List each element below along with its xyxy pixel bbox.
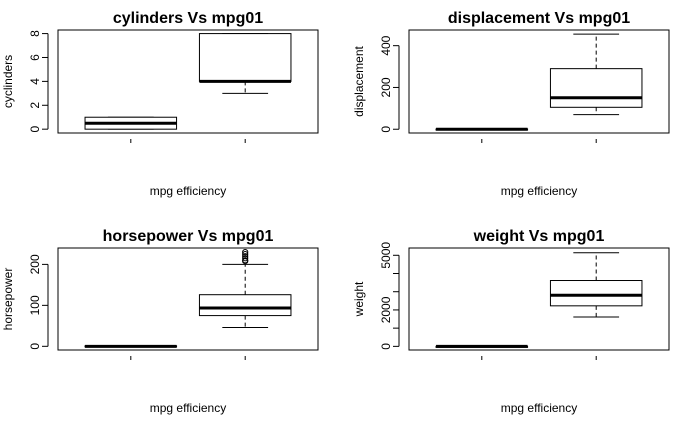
y-tick-label: 0 <box>28 343 42 350</box>
iqr-box <box>198 33 292 82</box>
x-axis-label: mpg efficiency <box>501 401 577 415</box>
box-1 <box>84 116 178 130</box>
y-tick-label: 6 <box>28 54 42 61</box>
outlier-point <box>242 248 249 256</box>
x-axis-label: mpg efficiency <box>501 184 577 198</box>
plot-frame <box>408 247 670 351</box>
y-tick-label: 8 <box>28 30 42 37</box>
chart-title: horsepower Vs mpg01 <box>103 228 274 245</box>
panel-3: horsepower Vs mpg01 0 100 200 horsepower mpg … <box>1 228 319 415</box>
x-axis-label: mpg efficiency <box>150 184 226 198</box>
chart-title: displacement Vs mpg01 <box>448 10 630 27</box>
y-axis-label: displacement <box>352 45 366 116</box>
box-1 <box>84 344 178 348</box>
plot-frame <box>57 29 319 134</box>
y-tick-label: 400 <box>379 35 393 55</box>
outlier-point <box>242 255 249 262</box>
plot-frame <box>408 29 670 134</box>
y-tick-label: 0 <box>379 126 393 133</box>
y-tick-label: 5000 <box>379 242 393 269</box>
y-tick-label: 200 <box>28 254 42 274</box>
outlier-point <box>242 253 249 260</box>
y-tick-label: 2 <box>28 102 42 109</box>
y-tick-label: 0 <box>379 343 393 350</box>
outlier-point <box>242 251 249 258</box>
chart-title: weight Vs mpg01 <box>473 228 605 245</box>
panel-1: cylinders Vs mpg01 0 2 4 6 8 cyclinders mpg eff… <box>1 10 319 198</box>
x-axis-label: mpg efficiency <box>150 401 226 415</box>
box-2 <box>198 248 292 328</box>
iqr-box <box>549 68 643 108</box>
iqr-box <box>198 294 292 317</box>
box-1 <box>435 127 529 131</box>
box-2 <box>549 252 643 318</box>
y-axis-label: cyclinders <box>1 55 15 108</box>
y-tick-label: 100 <box>28 295 42 315</box>
y-tick-label: 4 <box>28 78 42 85</box>
y-tick-label: 2000 <box>379 296 393 323</box>
box-1 <box>435 344 529 348</box>
outlier-point <box>242 257 249 264</box>
y-axis-label: weight <box>352 281 366 317</box>
panel-2: displacement Vs mpg01 0 200 400 displacement… <box>352 10 670 198</box>
panel-4: weight Vs mpg01 0 2000 5000 weight mpg effici… <box>352 228 670 415</box>
y-tick-label: 200 <box>379 77 393 97</box>
y-axis-label: horsepower <box>1 268 15 331</box>
box-2 <box>198 33 292 94</box>
chart-title: cylinders Vs mpg01 <box>113 10 263 27</box>
y-tick-label: 0 <box>28 126 42 133</box>
box-2 <box>549 33 643 116</box>
iqr-box <box>549 280 643 307</box>
plot-frame <box>57 247 319 351</box>
